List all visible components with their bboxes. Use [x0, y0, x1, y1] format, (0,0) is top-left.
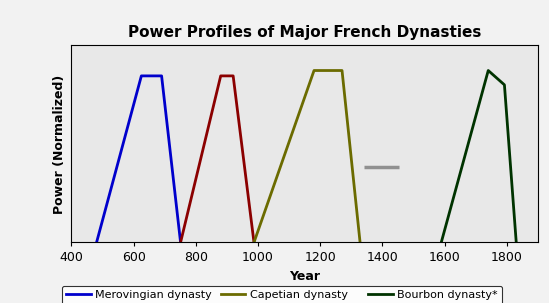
Line: Merovingian dynasty: Merovingian dynasty: [97, 76, 181, 242]
Line: Carolingian dynasty: Carolingian dynasty: [181, 76, 254, 242]
Y-axis label: Power (Normalized): Power (Normalized): [53, 74, 66, 214]
Bourbon dynasty*: [485, 69, 491, 72]
Merovingian dynasty: [138, 74, 145, 78]
Merovingian dynasty: [93, 241, 100, 244]
Capetian dynasty: [357, 241, 363, 244]
Carolingian dynasty: [177, 241, 184, 244]
Title: Power Profiles of Major French Dynasties: Power Profiles of Major French Dynasties: [128, 25, 481, 40]
Line: Capetian dynasty: Capetian dynasty: [254, 71, 360, 242]
X-axis label: Year: Year: [289, 270, 320, 283]
Legend: Merovingian dynasty, Carolingian dynasty, Capetian dynasty, Hundred Year's War, : Merovingian dynasty, Carolingian dynasty…: [62, 286, 502, 303]
Merovingian dynasty: [177, 241, 184, 244]
Capetian dynasty: [311, 69, 317, 72]
Carolingian dynasty: [217, 74, 224, 78]
Bourbon dynasty*: [501, 83, 508, 87]
Hundred Year's War: [361, 165, 367, 169]
Carolingian dynasty: [230, 74, 237, 78]
Merovingian dynasty: [158, 74, 165, 78]
Bourbon dynasty*: [438, 241, 445, 244]
Hundred Year's War: [396, 165, 402, 169]
Capetian dynasty: [251, 241, 257, 244]
Line: Bourbon dynasty*: Bourbon dynasty*: [441, 71, 516, 242]
Capetian dynasty: [339, 69, 345, 72]
Bourbon dynasty*: [513, 241, 519, 244]
Carolingian dynasty: [251, 241, 257, 244]
